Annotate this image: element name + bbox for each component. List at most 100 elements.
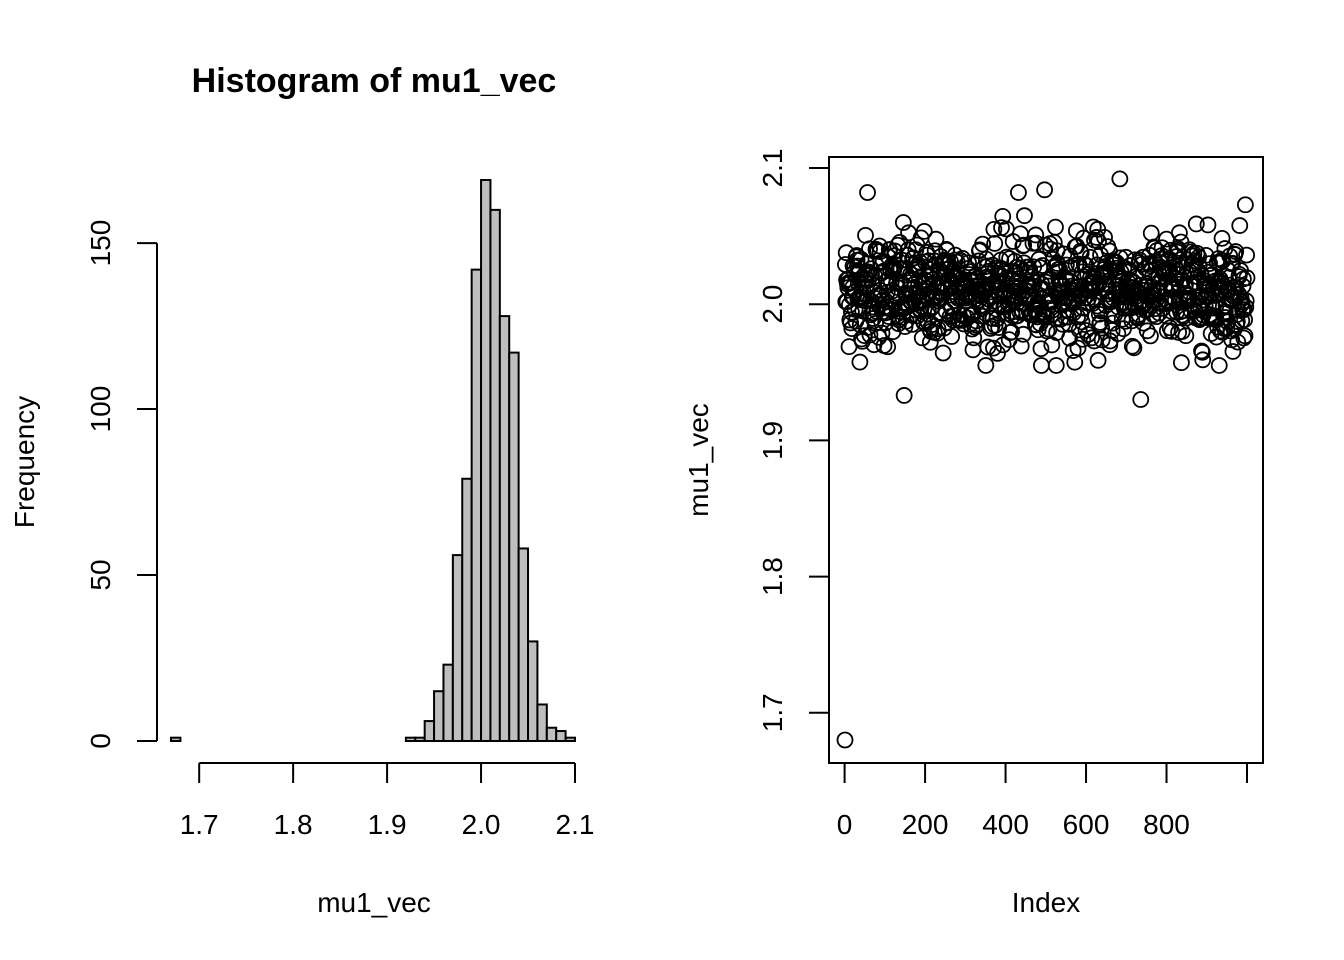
scatter-point bbox=[1132, 391, 1150, 408]
scatter-x-tick-label: 400 bbox=[982, 809, 1029, 840]
scatter-point bbox=[1079, 326, 1097, 343]
scatter-x-tick-label: 0 bbox=[837, 809, 853, 840]
scatter-point bbox=[899, 241, 917, 259]
scatter-point bbox=[1065, 304, 1082, 322]
histogram-bar bbox=[461, 477, 473, 742]
histogram-x-tick-label: 2.1 bbox=[556, 809, 595, 840]
histogram-bar bbox=[527, 640, 539, 742]
scatter-point bbox=[851, 353, 869, 371]
scatter-point bbox=[1083, 329, 1101, 347]
histogram-x-axis: 1.7 1.8 1.9 2.0 2.1 bbox=[180, 762, 595, 840]
scatter-point bbox=[1085, 332, 1103, 350]
scatter-x-tick-label: 200 bbox=[902, 809, 949, 840]
scatter-point bbox=[1069, 339, 1087, 357]
scatter-point bbox=[1032, 340, 1050, 358]
scatter-point bbox=[1047, 218, 1064, 236]
scatter-point bbox=[1236, 196, 1254, 214]
scatter-point bbox=[960, 254, 977, 272]
scatter-point bbox=[1015, 236, 1033, 254]
scatter-point bbox=[1014, 325, 1032, 343]
scatter-panel: Index mu1_vec 0 200 400 600 800 1.7 1.8 1.9 2.0… bbox=[683, 149, 1264, 918]
scatter-x-axis: 0 200 400 600 800 bbox=[837, 762, 1248, 840]
scatter-x-axis-label: Index bbox=[1012, 887, 1081, 918]
histogram-x-tick-label: 1.9 bbox=[368, 809, 407, 840]
scatter-point bbox=[1231, 217, 1249, 234]
histogram-bar bbox=[480, 179, 492, 742]
scatter-x-tick-label: 800 bbox=[1143, 809, 1190, 840]
scatter-point bbox=[1238, 246, 1255, 264]
scatter-point bbox=[1104, 314, 1121, 332]
scatter-point bbox=[1047, 357, 1065, 374]
histogram-y-tick-label: 0 bbox=[85, 733, 116, 749]
scatter-point bbox=[1036, 181, 1053, 199]
scatter-point bbox=[848, 247, 866, 264]
scatter-point bbox=[1194, 351, 1212, 369]
histogram-title: Histogram of mu1_vec bbox=[192, 62, 557, 100]
scatter-point bbox=[879, 338, 897, 356]
scatter-point bbox=[1066, 353, 1084, 371]
scatter-point bbox=[1210, 357, 1228, 374]
scatter-point bbox=[934, 344, 952, 362]
histogram-y-tick-label: 100 bbox=[85, 386, 116, 433]
scatter-point bbox=[1093, 319, 1111, 337]
scatter-point bbox=[1224, 343, 1242, 360]
histogram-panel: Histogram of mu1_vec mu1_vec Frequency 1… bbox=[9, 62, 594, 918]
scatter-point bbox=[965, 329, 983, 347]
scatter-point bbox=[1003, 323, 1020, 341]
histogram-x-tick-label: 1.8 bbox=[274, 809, 313, 840]
scatter-y-tick-label: 1.8 bbox=[757, 557, 788, 596]
histogram-bar bbox=[170, 736, 182, 743]
scatter-point bbox=[1016, 207, 1033, 225]
scatter-point bbox=[1074, 330, 1092, 348]
scatter-point bbox=[989, 344, 1006, 362]
histogram-bar bbox=[508, 351, 520, 742]
scatter-point bbox=[1125, 339, 1143, 357]
scatter-point bbox=[1227, 243, 1245, 260]
scatter-point bbox=[1193, 343, 1211, 361]
scatter-point bbox=[870, 328, 888, 346]
scatter-point bbox=[1187, 215, 1205, 233]
scatter-point bbox=[836, 731, 854, 749]
scatter-point bbox=[1169, 241, 1187, 259]
scatter-point bbox=[1238, 269, 1256, 287]
scatter-y-tick-label: 2.1 bbox=[757, 149, 788, 188]
scatter-point bbox=[994, 207, 1012, 225]
scatter-point bbox=[1142, 224, 1160, 242]
scatter-point bbox=[1014, 302, 1031, 320]
scatter-point bbox=[895, 387, 913, 404]
scatter-points bbox=[836, 170, 1256, 749]
histogram-x-axis-label: mu1_vec bbox=[317, 887, 431, 918]
histogram-bar bbox=[564, 736, 577, 743]
histogram-bar bbox=[414, 736, 426, 743]
histogram-bar bbox=[545, 726, 558, 743]
scatter-point bbox=[1173, 354, 1190, 372]
scatter-point bbox=[903, 315, 921, 333]
scatter-point bbox=[1237, 292, 1255, 310]
scatter-point bbox=[1170, 224, 1188, 242]
scatter-y-axis-label: mu1_vec bbox=[683, 403, 714, 517]
scatter-point bbox=[894, 214, 912, 231]
scatter-point bbox=[1201, 255, 1218, 273]
scatter-point bbox=[863, 265, 880, 283]
scatter-point bbox=[1236, 311, 1253, 329]
histogram-bar bbox=[423, 720, 436, 742]
histogram-y-axis: 0 50 100 150 bbox=[85, 220, 158, 749]
scatter-point bbox=[1032, 357, 1050, 374]
scatter-point bbox=[915, 222, 933, 240]
scatter-y-tick-label: 2.0 bbox=[757, 285, 788, 324]
scatter-point bbox=[943, 328, 961, 345]
histogram-bar bbox=[442, 663, 454, 742]
scatter-y-tick-label: 1.7 bbox=[757, 693, 788, 732]
scatter-point bbox=[871, 237, 889, 255]
scatter-point bbox=[994, 336, 1012, 354]
scatter-point bbox=[986, 235, 1004, 252]
scatter-point bbox=[852, 250, 870, 268]
histogram-bars bbox=[170, 179, 577, 743]
histogram-bar bbox=[536, 703, 548, 743]
scatter-point bbox=[1180, 286, 1198, 304]
scatter-point bbox=[1010, 184, 1027, 201]
scatter-point bbox=[927, 230, 945, 248]
scatter-point bbox=[1027, 234, 1045, 252]
scatter-point bbox=[1089, 351, 1107, 369]
